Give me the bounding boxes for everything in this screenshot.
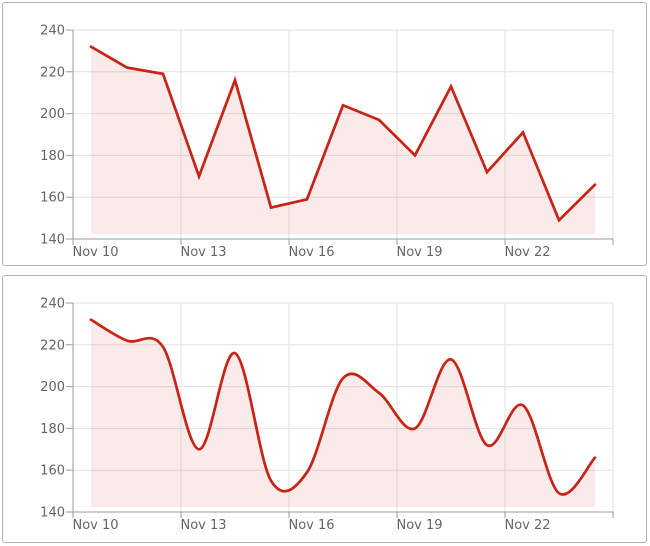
x-axis-label: Nov 10 xyxy=(72,518,118,533)
x-axis-label: Nov 19 xyxy=(396,245,442,260)
y-axis-label: 220 xyxy=(40,338,65,353)
x-axis-label: Nov 10 xyxy=(72,245,118,260)
y-axis-label: 240 xyxy=(40,24,65,39)
y-axis-label: 140 xyxy=(40,233,65,248)
y-axis-label: 200 xyxy=(40,380,65,395)
series-line xyxy=(89,45,597,223)
y-axis-label: 160 xyxy=(40,191,65,206)
x-axis-label: Nov 16 xyxy=(288,245,334,260)
area-fill xyxy=(91,46,595,234)
y-axis-label: 160 xyxy=(40,464,65,479)
linear-area-chart: 240 220 200 180 160 140 Nov 10 Nov 13 Nov 16 Nov … xyxy=(40,24,614,260)
spline-area-chart: 240 220 200 180 160 140 Nov 10 Nov 13 Nov 16 Nov … xyxy=(40,297,614,533)
y-axis-label: 200 xyxy=(40,107,65,122)
area-fill xyxy=(91,319,595,507)
y-axis-label: 240 xyxy=(40,297,65,312)
y-axis-label: 180 xyxy=(40,149,65,164)
y-axis-label: 140 xyxy=(40,506,65,521)
x-axis-label: Nov 13 xyxy=(180,245,226,260)
y-axis-label: 180 xyxy=(40,422,65,437)
x-axis-label: Nov 22 xyxy=(504,245,550,260)
x-axis-label: Nov 19 xyxy=(396,518,442,533)
x-axis-label: Nov 16 xyxy=(288,518,334,533)
linear-area-chart-panel: 240 220 200 180 160 140 Nov 10 Nov 13 Nov 16 Nov … xyxy=(2,2,647,266)
x-axis-label: Nov 22 xyxy=(504,518,550,533)
x-axis-label: Nov 13 xyxy=(180,518,226,533)
spline-area-chart-panel: 240 220 200 180 160 140 Nov 10 Nov 13 Nov 16 Nov … xyxy=(2,275,647,543)
series-line xyxy=(89,318,597,496)
y-axis-label: 220 xyxy=(40,65,65,80)
